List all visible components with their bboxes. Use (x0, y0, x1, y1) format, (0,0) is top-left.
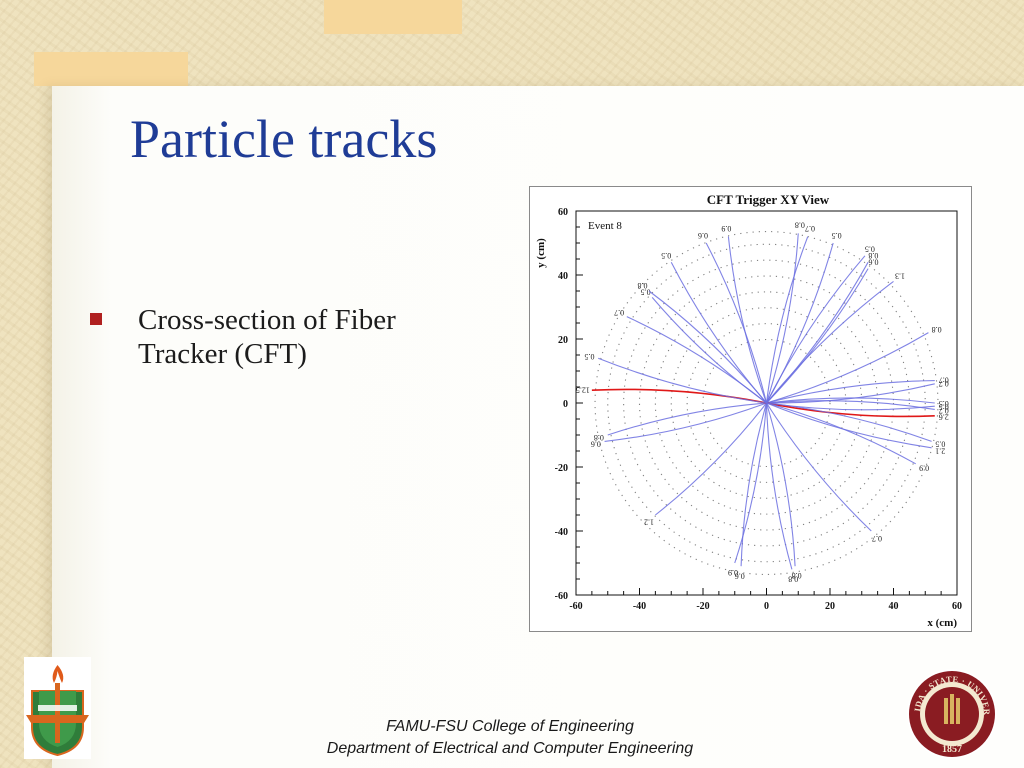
detector-ring (607, 243, 926, 563)
track-pt-label: 0.8 (792, 571, 802, 580)
track-pt-label: 2.1 (935, 446, 945, 455)
track-pt-label: 0.5 (865, 244, 875, 253)
square-bullet-icon (90, 313, 102, 325)
track-pt-label: 2.6 (939, 413, 949, 422)
track (598, 357, 767, 404)
track-pt-label: 12.5 (576, 386, 590, 395)
track (765, 233, 799, 404)
track-pt-label: 1.3 (895, 271, 905, 280)
track (705, 242, 768, 404)
track (766, 255, 866, 404)
track (607, 402, 767, 436)
detector-ring (702, 338, 831, 468)
track (765, 402, 793, 570)
x-tick-label: 40 (889, 601, 899, 612)
cft-xy-chart: CFT Trigger XY View Event 8 x (cm) y (cm… (529, 186, 972, 632)
x-tick-label: -20 (696, 601, 709, 612)
track (670, 261, 767, 404)
bullet-text: Cross-section of Fiber Tracker (CFT) (138, 304, 396, 370)
track-pt-label: 0.7 (872, 534, 882, 543)
x-axis-label: x (cm) (927, 617, 957, 629)
track-pt-label: 0.8 (932, 325, 942, 334)
track (766, 261, 869, 404)
y-tick-label: 0 (563, 399, 568, 410)
detector-ring (638, 275, 895, 531)
track-highlight (766, 402, 935, 418)
track (740, 402, 768, 567)
track (766, 280, 894, 404)
detector-ring (670, 307, 863, 499)
track (766, 332, 929, 404)
x-tick-label: 60 (952, 601, 962, 612)
event-label: Event 8 (588, 220, 622, 232)
x-tick-label: -40 (633, 601, 646, 612)
y-tick-label: 20 (558, 335, 568, 346)
track-pt-label: 0.9 (919, 463, 929, 472)
track (655, 402, 767, 516)
track-pt-label: 0.5 (641, 287, 651, 296)
background-tile-left (34, 52, 188, 86)
track (766, 380, 935, 404)
track-pt-label: 0.5 (935, 440, 945, 449)
slide-title: Particle tracks (130, 109, 438, 169)
track (765, 236, 809, 404)
track (766, 397, 935, 404)
track-pt-label: 0.7 (939, 376, 949, 385)
track (766, 242, 834, 404)
footer-line-college: FAMU-FSU College of Engineering (386, 718, 634, 735)
y-tick-label: 40 (558, 271, 568, 282)
track-pt-label: 0.5 (939, 399, 949, 408)
track-pt-label: 0.7 (939, 406, 949, 415)
detector-ring (686, 323, 847, 483)
track (766, 268, 869, 404)
x-tick-label: 20 (825, 601, 835, 612)
track (765, 402, 796, 567)
track-pt-label: 0.5 (939, 403, 949, 412)
track (766, 402, 932, 442)
track-pt-label: 0.7 (614, 308, 624, 317)
track-pt-label: 0.6 (698, 231, 708, 240)
track-highlight (591, 388, 767, 404)
x-tick-label: 0 (764, 601, 769, 612)
track-pt-label: 0.6 (869, 258, 879, 267)
chart-canvas: CFT Trigger XY View Event 8 x (cm) y (cm… (535, 192, 962, 629)
track (727, 236, 768, 404)
footer: FAMU-FSU College of Engineering Departme… (270, 716, 750, 760)
footer-line-department: Department of Electrical and Computer En… (326, 740, 694, 757)
detector-ring (594, 231, 939, 575)
seal-year: 1857 (942, 744, 962, 755)
y-tick-label: 60 (558, 207, 568, 218)
track (734, 402, 768, 564)
track-pt-label: 0.8 (795, 221, 805, 230)
track-pt-label: 0.9 (721, 224, 731, 233)
detector-ring (623, 259, 910, 547)
track-pt-label: 0.9 (728, 568, 738, 577)
background-tile-top (324, 0, 462, 34)
track-pt-label: 0.5 (661, 251, 671, 260)
track-pt-label: 0.6 (591, 440, 601, 449)
track-pt-label: 0.5 (832, 231, 842, 240)
track (651, 297, 767, 404)
track-pt-label: 1.2 (644, 518, 654, 527)
track-pt-label: 0.8 (594, 433, 604, 442)
y-tick-label: -20 (555, 463, 568, 474)
chart-title: CFT Trigger XY View (707, 192, 830, 207)
track-pt-label: 0.7 (939, 379, 949, 388)
track (766, 402, 916, 465)
y-tick-label: -60 (555, 591, 568, 602)
track-pt-label: 0.8 (868, 251, 878, 260)
track (766, 402, 872, 532)
track-pt-label: 0.7 (805, 224, 815, 233)
fsu-seal-icon: FLORIDA · STATE · UNIVERSITY 1857 (906, 668, 997, 759)
track-pt-label: 0.6 (735, 571, 745, 580)
track-pt-label: 0.8 (788, 574, 798, 583)
y-tick-label: -40 (555, 527, 568, 538)
famu-crest-icon (24, 657, 91, 759)
track (766, 400, 935, 410)
x-tick-label: -60 (569, 601, 582, 612)
track-pt-label: 0.8 (638, 281, 648, 290)
track (604, 402, 767, 442)
track-pt-label: 0.5 (585, 352, 595, 361)
y-axis-label: y (cm) (535, 238, 547, 268)
